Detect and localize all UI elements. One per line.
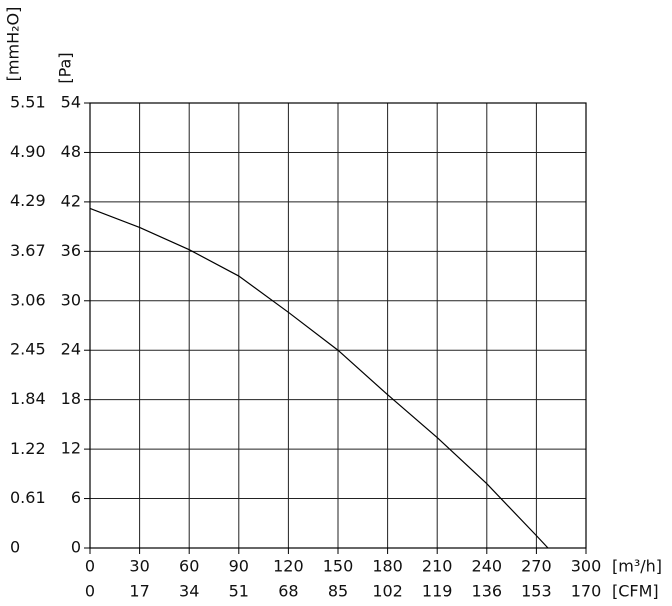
x2-tick-label: 153 [521,582,552,601]
y-tick-label: 36 [61,241,81,260]
x2-tick-label: 102 [372,582,403,601]
y-tick-label: 48 [61,142,81,161]
x-tick-label: 120 [273,557,304,576]
y-tick-label: 54 [61,93,81,112]
y2-tick-label: 3.67 [10,241,46,260]
y-axis-label: [Pa] [56,52,75,83]
x2-tick-label: 34 [179,582,199,601]
y2-tick-label: 2.45 [10,340,46,359]
y2-tick-label: 4.90 [10,142,46,161]
y-tick-label: 42 [61,191,81,210]
y2-tick-label: 1.84 [10,389,46,408]
x-axis-label: [m³/h] [612,557,662,576]
y-tick-label: 0 [71,538,81,557]
y-tick-label: 18 [61,389,81,408]
y2-axis-label: [mmH₂O] [4,7,23,82]
x2-tick-label: 68 [278,582,298,601]
x2-tick-label: 119 [422,582,453,601]
x-tick-label: 270 [521,557,552,576]
y-tick-label: 30 [61,290,81,309]
y2-tick-label: 5.51 [10,93,46,112]
y2-tick-label: 0.61 [10,488,46,507]
x2-tick-label: 136 [472,582,503,601]
x-tick-label: 150 [323,557,354,576]
curve [89,207,549,549]
x2-tick-label: 17 [129,582,149,601]
y-tick-label: 12 [61,439,81,458]
y2-tick-label: 0 [10,538,20,557]
x-tick-label: 30 [129,557,149,576]
x-tick-label: 60 [179,557,199,576]
x2-tick-label: 85 [328,582,348,601]
x-tick-label: 240 [472,557,503,576]
x2-tick-label: 51 [229,582,249,601]
y-tick-label: 6 [71,488,81,507]
y2-tick-label: 3.06 [10,290,46,309]
x2-tick-label: 0 [85,582,95,601]
plot-frame [89,102,587,549]
x2-tick-label: 170 [571,582,602,601]
x2-axis-label: [CFM] [612,582,659,601]
y2-tick-label: 1.22 [10,439,46,458]
y2-tick-label: 4.29 [10,191,46,210]
x-tick-label: 180 [372,557,403,576]
x-tick-label: 0 [85,557,95,576]
x-tick-label: 300 [571,557,602,576]
x-tick-label: 210 [422,557,453,576]
x-tick-label: 90 [229,557,249,576]
y-tick-label: 24 [61,340,81,359]
